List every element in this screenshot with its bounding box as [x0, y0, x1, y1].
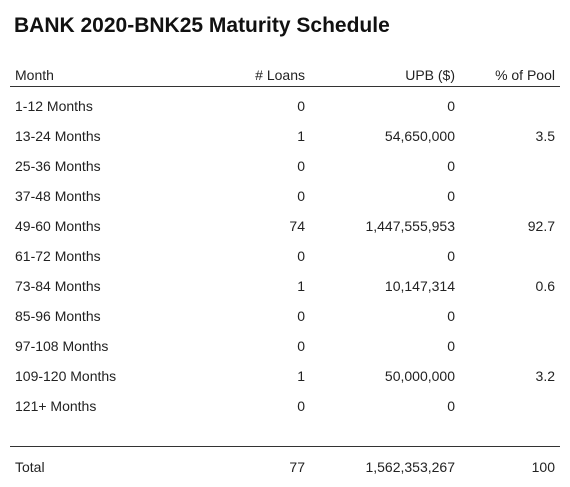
maturity-table: Month # Loans UPB ($) % of Pool 1-12 Mon… — [10, 64, 560, 421]
cell-loans: 1 — [297, 278, 305, 294]
cell-pct: 0.6 — [535, 278, 555, 294]
cell-upb: 0 — [447, 188, 455, 204]
cell-month: 85-96 Months — [15, 308, 101, 324]
total-row: Total 77 1,562,353,267 100 — [10, 452, 560, 482]
cell-month: 37-48 Months — [15, 188, 101, 204]
cell-upb: 1,447,555,953 — [365, 218, 455, 234]
cell-month: 109-120 Months — [15, 368, 117, 384]
cell-loans: 0 — [297, 338, 305, 354]
page-title: BANK 2020-BNK25 Maturity Schedule — [14, 14, 390, 37]
table-header: Month # Loans UPB ($) % of Pool — [10, 64, 560, 87]
total-upb: 1,562,353,267 — [365, 459, 455, 475]
cell-loans: 1 — [297, 128, 305, 144]
table-row: 25-36 Months 0 0 — [10, 151, 560, 181]
cell-loans: 1 — [297, 368, 305, 384]
table-row: 61-72 Months 0 0 — [10, 241, 560, 271]
cell-month: 61-72 Months — [15, 248, 101, 264]
cell-upb: 0 — [447, 98, 455, 114]
table-row: 73-84 Months 1 10,147,314 0.6 — [10, 271, 560, 301]
cell-upb: 0 — [447, 248, 455, 264]
table-row: 37-48 Months 0 0 — [10, 181, 560, 211]
cell-upb: 10,147,314 — [384, 278, 455, 294]
cell-upb: 0 — [447, 338, 455, 354]
cell-loans: 0 — [297, 158, 305, 174]
table-body: 1-12 Months 0 0 13-24 Months 1 54,650,00… — [10, 87, 560, 421]
cell-pct: 92.7 — [527, 218, 555, 234]
cell-loans: 0 — [297, 248, 305, 264]
table-row: 109-120 Months 1 50,000,000 3.2 — [10, 361, 560, 391]
cell-loans: 0 — [297, 98, 305, 114]
table-row: 13-24 Months 1 54,650,000 3.5 — [10, 121, 560, 151]
cell-upb: 0 — [447, 158, 455, 174]
cell-month: 97-108 Months — [15, 338, 109, 354]
table-row: 97-108 Months 0 0 — [10, 331, 560, 361]
cell-upb: 54,650,000 — [384, 128, 455, 144]
table-row: 85-96 Months 0 0 — [10, 301, 560, 331]
cell-month: 1-12 Months — [15, 98, 93, 114]
cell-upb: 50,000,000 — [384, 368, 455, 384]
total-pct: 100 — [531, 459, 555, 475]
cell-loans: 74 — [289, 218, 305, 234]
cell-month: 13-24 Months — [15, 128, 101, 144]
cell-month: 73-84 Months — [15, 278, 101, 294]
cell-month: 49-60 Months — [15, 218, 101, 234]
table-row: 49-60 Months 74 1,447,555,953 92.7 — [10, 211, 560, 241]
table-row: 1-12 Months 0 0 — [10, 91, 560, 121]
column-header-loans: # Loans — [255, 67, 305, 83]
cell-upb: 0 — [447, 308, 455, 324]
cell-month: 121+ Months — [15, 398, 97, 414]
cell-loans: 0 — [297, 188, 305, 204]
column-header-pct: % of Pool — [495, 67, 555, 83]
cell-month: 25-36 Months — [15, 158, 101, 174]
total-label: Total — [15, 459, 45, 475]
column-header-upb: UPB ($) — [405, 67, 455, 83]
column-header-month: Month — [15, 67, 54, 83]
cell-upb: 0 — [447, 398, 455, 414]
total-divider — [10, 446, 560, 447]
cell-pct: 3.5 — [535, 128, 555, 144]
cell-loans: 0 — [297, 308, 305, 324]
table-row: 121+ Months 0 0 — [10, 391, 560, 421]
cell-loans: 0 — [297, 398, 305, 414]
cell-pct: 3.2 — [535, 368, 555, 384]
total-loans: 77 — [289, 459, 305, 475]
